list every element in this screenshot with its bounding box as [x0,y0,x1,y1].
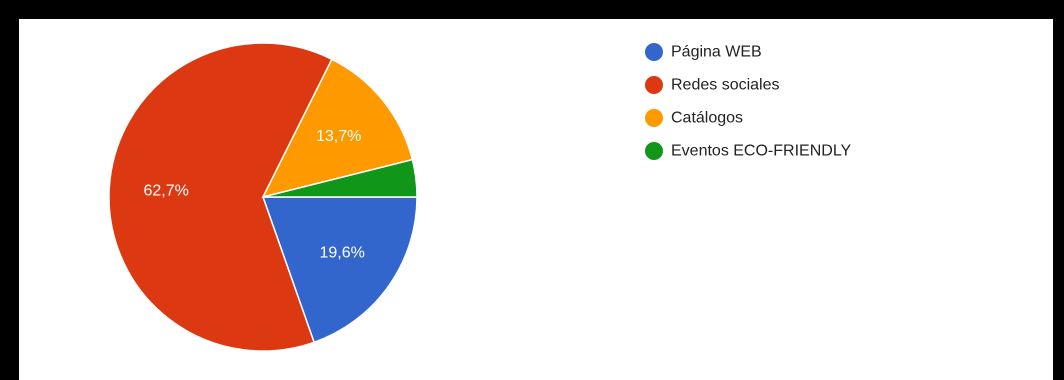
legend-item-0: Página WEB [645,43,762,61]
slice-label-1: 62,7% [143,182,188,199]
legend-label-1: Redes sociales [671,77,780,94]
pie-slice-2 [261,58,414,199]
legend-item-3: Eventos ECO-FRIENDLY [645,142,852,160]
legend-item-2: Catálogos [645,109,743,127]
legend-swatch-2 [645,109,663,127]
legend-swatch-3 [645,142,663,160]
legend-label-3: Eventos ECO-FRIENDLY [671,143,852,160]
legend-item-1: Redes sociales [645,76,780,94]
legend-label-2: Catálogos [671,110,743,127]
legend-label-0: Página WEB [671,44,762,61]
legend-swatch-0 [645,43,663,61]
slice-label-2: 13,7% [316,128,361,145]
pie-slice-3 [262,158,418,198]
pie-chart: 19,6% 62,7% 13,7% Página WEB Redes sociales C… [108,42,852,352]
pie-slice-1 [108,42,333,352]
chart-panel: 19,6% 62,7% 13,7% Página WEB Redes sociales C… [19,19,1053,380]
slice-label-0: 19,6% [319,245,364,262]
legend-swatch-1 [645,76,663,94]
